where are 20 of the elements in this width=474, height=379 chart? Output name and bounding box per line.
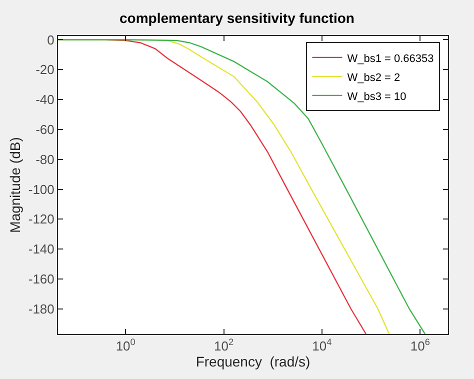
y-tick-label: -120: [28, 212, 54, 227]
legend-label: W_bs3 = 10: [347, 90, 406, 103]
y-tick-label: -100: [28, 182, 54, 197]
y-tick-label: -180: [28, 301, 54, 316]
x-tick-label: 10$^{4}$: [312, 337, 332, 354]
y-tick-label: -160: [28, 272, 54, 287]
y-tick-label: -40: [36, 92, 54, 108]
x-tick-label: 10$^{2}$: [214, 337, 234, 354]
y-tick-label: 0: [47, 32, 54, 48]
y-tick-label: -140: [28, 242, 54, 257]
legend-label: W_bs1 = 0.66353: [347, 52, 434, 65]
x-tick-label: 10$^{6}$: [410, 337, 430, 354]
x-tick-label: 10$^{0}$: [116, 337, 136, 354]
y-tick-label: -80: [36, 152, 54, 167]
y-tick-label: -60: [36, 122, 54, 137]
y-tick-label: -20: [36, 62, 54, 78]
x-axis-title: Frequency (rad/s): [196, 354, 310, 370]
chart-title: complementary sensitivity function: [120, 10, 354, 26]
legend-label: W_bs2 = 2: [347, 72, 400, 84]
y-axis-title: Magnitude (dB): [6, 137, 23, 233]
